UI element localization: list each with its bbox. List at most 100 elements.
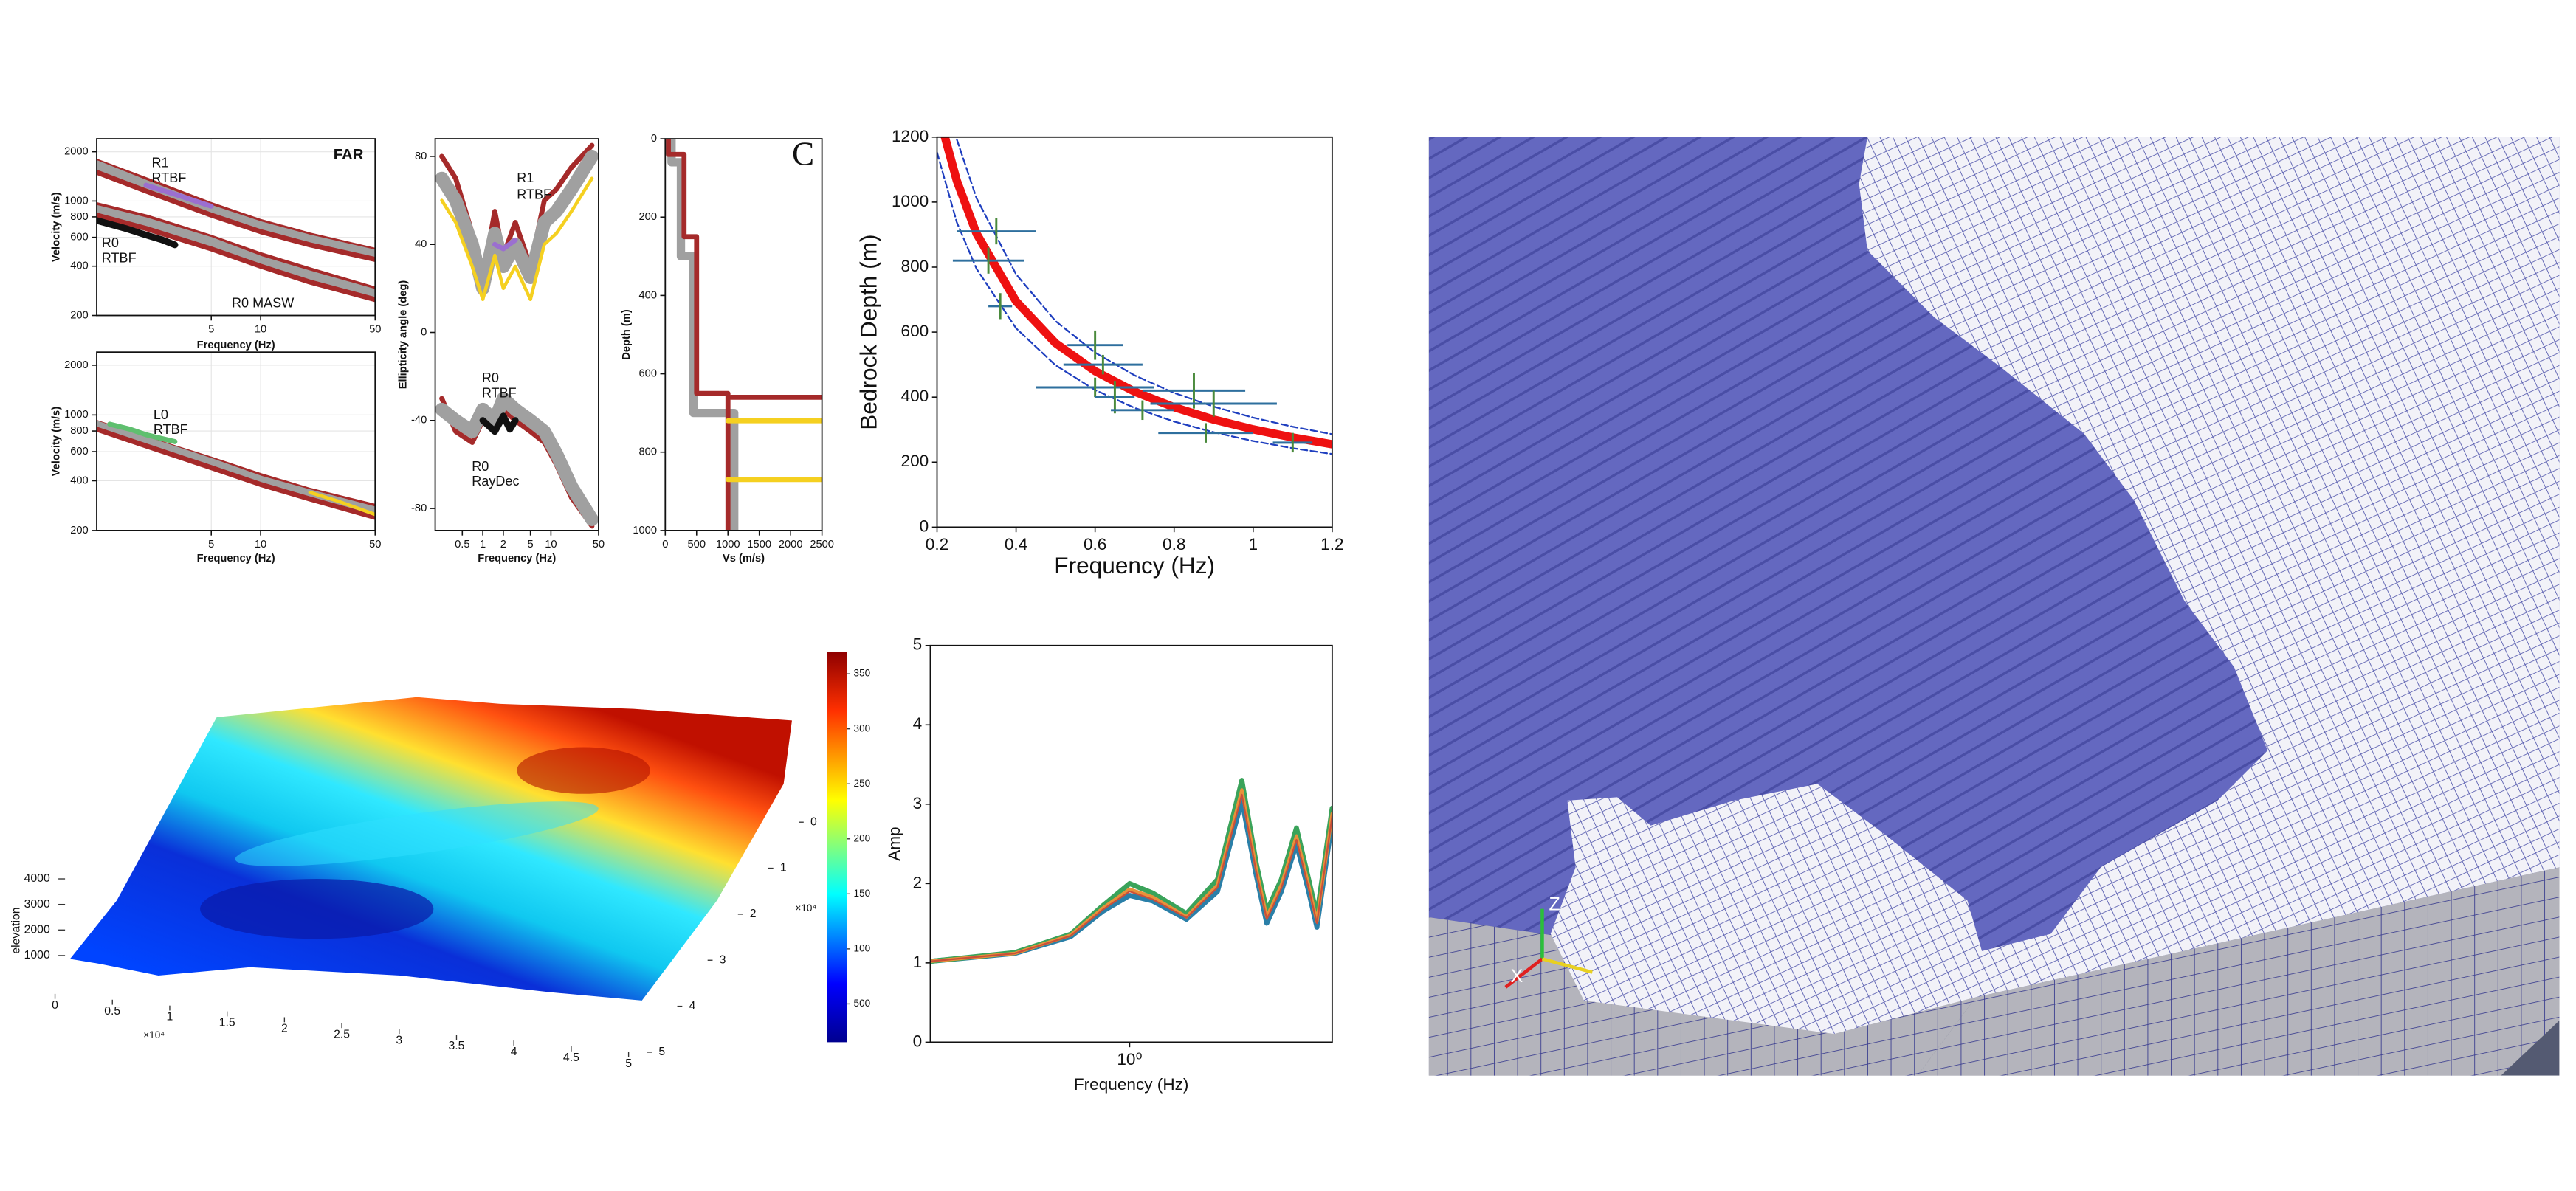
- x-tick-label: 50: [369, 324, 381, 336]
- y-tick-label: 800: [70, 211, 88, 223]
- data-line: [930, 798, 1332, 964]
- x-axis-label: Frequency (Hz): [197, 339, 275, 351]
- annotation: FAR: [334, 147, 364, 163]
- y-tick-label: -80: [411, 503, 427, 514]
- x-tick-label: 3.5: [449, 1040, 465, 1052]
- annotation: C: [792, 135, 814, 172]
- x-tick-label: 0: [52, 999, 58, 1012]
- data-line: [308, 491, 376, 517]
- x-tick-label: 1.2: [1320, 535, 1343, 553]
- y-axis-label: Velocity (m/s): [51, 407, 63, 477]
- y-tick-label: 40: [415, 238, 427, 250]
- data-line: [97, 427, 376, 520]
- data-line: [143, 182, 214, 209]
- annotation: RayDec: [472, 474, 519, 489]
- data-line: [930, 793, 1332, 962]
- axis-x: [1504, 957, 1543, 989]
- y-tick-label: 200: [70, 309, 88, 321]
- x-tick-label: 0.5: [104, 1005, 120, 1018]
- x-tick-label: 1.5: [219, 1017, 235, 1029]
- plot-marks: [930, 778, 1332, 964]
- data-line: [492, 237, 518, 252]
- x-tick-label: 0: [662, 539, 668, 550]
- colorbar-tick-label: 500: [854, 998, 871, 1009]
- y-tick-label: 5: [658, 1046, 665, 1058]
- x-tick-label: 4.5: [563, 1052, 579, 1064]
- axis-y: [1541, 957, 1593, 974]
- annotation: R1: [152, 156, 169, 170]
- x-tick-label: 10⁰: [1117, 1050, 1142, 1069]
- y-tick-label: 1: [913, 953, 923, 971]
- plot-frame: [664, 138, 823, 531]
- mesh-high-region: [1550, 784, 1985, 1035]
- plot-area: [930, 645, 1332, 1043]
- annotation: R0: [472, 459, 489, 474]
- y-tick-label: 1200: [892, 127, 929, 145]
- data-line: [97, 169, 376, 262]
- y-tick-label: 1000: [892, 192, 929, 210]
- x-tick-label: 10: [255, 539, 266, 550]
- z-tick-label: 2000: [24, 923, 50, 936]
- x-tick-label: 2500: [810, 539, 834, 550]
- y-tick-label: 600: [639, 367, 657, 379]
- x-tick-label: 10: [545, 539, 557, 550]
- z-tick-label: 4000: [24, 872, 50, 885]
- data-line: [956, 138, 1332, 435]
- x-tick-label: 3: [396, 1034, 402, 1046]
- x-tick-label: 5: [208, 324, 214, 336]
- colorbar-tick-label: 100: [854, 942, 871, 953]
- y-tick-label: 0: [913, 1032, 923, 1050]
- x-tick-label: 2.5: [334, 1028, 350, 1040]
- mesh-side-face: [1917, 867, 2560, 1076]
- x-tick-label: 1: [480, 539, 486, 550]
- x-axis-label: Frequency (Hz): [478, 553, 556, 565]
- annotation: RTBF: [102, 250, 137, 265]
- annotation: L0: [154, 407, 168, 422]
- x-offset-label: ×10⁴: [143, 1029, 165, 1040]
- y-tick-label: 2000: [64, 359, 89, 371]
- surface-mid: [235, 801, 599, 866]
- surface-high: [517, 747, 650, 794]
- x-tick-label: 1: [167, 1011, 173, 1023]
- annotation: RTBF: [154, 422, 188, 437]
- x-axis-label: Frequency (Hz): [1074, 1075, 1189, 1094]
- y-offset-label: ×10⁴: [795, 902, 816, 914]
- annotation: R0: [482, 370, 499, 385]
- surface-low: [200, 879, 434, 939]
- y-tick-label: 80: [415, 151, 427, 162]
- x-tick-label: 2000: [779, 539, 803, 550]
- y-axis-label: Bedrock Depth (m): [855, 234, 882, 429]
- x-tick-label: 10: [255, 324, 266, 336]
- x-axis-label: Frequency (Hz): [197, 553, 275, 565]
- y-tick-label: -40: [411, 415, 427, 427]
- x-tick-label: 0.4: [1005, 535, 1027, 553]
- data-line: [97, 201, 376, 292]
- y-tick-label: 1: [780, 862, 787, 874]
- plot-frame: [929, 644, 1333, 1043]
- axis-label: Z: [1549, 895, 1560, 915]
- y-tick-label: 200: [639, 211, 657, 223]
- y-tick-label: 3: [913, 794, 923, 812]
- z-tick-label: 3000: [24, 898, 50, 911]
- y-tick-label: 200: [901, 452, 929, 470]
- y-tick-label: 4: [689, 1000, 695, 1012]
- y-axis-label: Velocity (m/s): [51, 192, 63, 262]
- x-tick-label: 500: [688, 539, 706, 550]
- colorbar-tick-label: 150: [854, 888, 871, 899]
- data-line: [107, 421, 178, 444]
- y-tick-label: 2000: [64, 146, 89, 158]
- y-tick-label: 1000: [64, 195, 89, 207]
- y-tick-label: 2: [913, 873, 923, 891]
- y-tick-label: 400: [70, 474, 88, 486]
- x-tick-label: 1500: [747, 539, 771, 550]
- plot-marks: [97, 159, 376, 303]
- y-tick-label: 400: [70, 260, 88, 272]
- plot-area: [665, 139, 822, 531]
- x-tick-label: 50: [369, 539, 381, 550]
- plot-marks: [97, 420, 376, 520]
- data-line: [97, 213, 376, 303]
- y-tick-label: 1000: [633, 525, 657, 536]
- y-axis-label: Depth (m): [621, 309, 633, 360]
- y-axis-label: Ellipticity angle (deg): [398, 280, 410, 390]
